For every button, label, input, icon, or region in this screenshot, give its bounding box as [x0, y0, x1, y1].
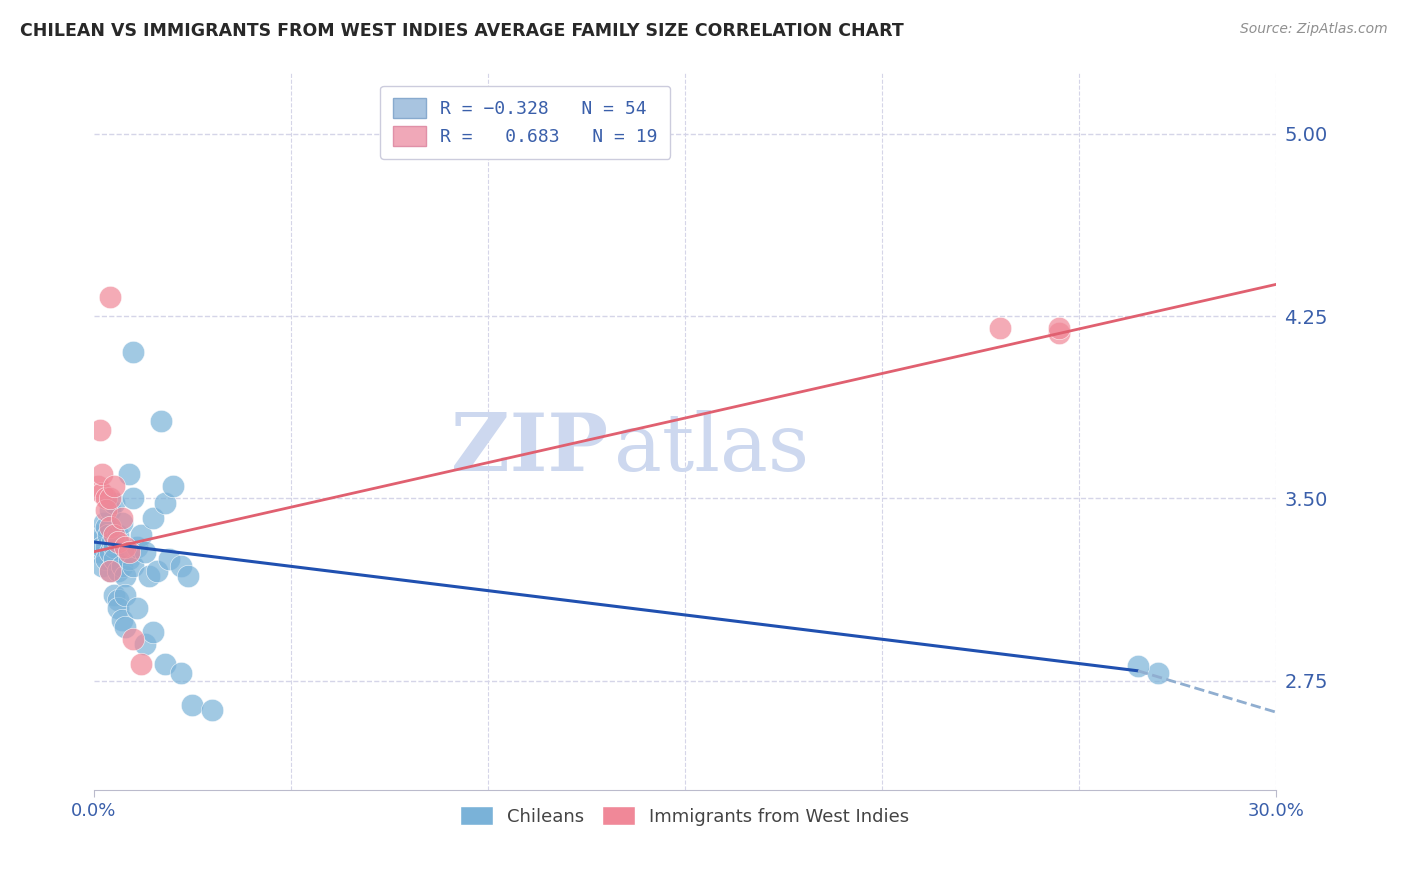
- Point: [153, 496, 176, 510]
- Point: [110, 510, 132, 524]
- Point: [127, 600, 149, 615]
- Point: [107, 564, 129, 578]
- Point: [114, 540, 136, 554]
- Point: [114, 589, 136, 603]
- Point: [107, 527, 129, 541]
- Point: [118, 552, 141, 566]
- Point: [107, 600, 129, 615]
- Point: [181, 698, 204, 712]
- Point: [1047, 321, 1070, 335]
- Point: [98, 564, 121, 578]
- Point: [90, 559, 112, 574]
- Point: [118, 545, 141, 559]
- Point: [94, 491, 117, 506]
- Point: [110, 613, 132, 627]
- Point: [134, 545, 156, 559]
- Point: [129, 657, 152, 671]
- Point: [98, 503, 121, 517]
- Point: [122, 632, 145, 647]
- Point: [169, 559, 191, 574]
- Point: [138, 569, 160, 583]
- Point: [146, 564, 169, 578]
- Point: [142, 624, 165, 639]
- Point: [107, 593, 129, 607]
- Point: [100, 535, 122, 549]
- Point: [127, 540, 149, 554]
- Point: [129, 527, 152, 541]
- Text: Source: ZipAtlas.com: Source: ZipAtlas.com: [1240, 22, 1388, 37]
- Point: [149, 413, 172, 427]
- Point: [114, 620, 136, 634]
- Point: [122, 345, 145, 359]
- Point: [1047, 326, 1070, 340]
- Point: [94, 540, 117, 554]
- Point: [90, 486, 112, 500]
- Point: [87, 479, 110, 493]
- Point: [103, 496, 125, 510]
- Point: [162, 479, 184, 493]
- Point: [122, 491, 145, 506]
- Point: [97, 527, 120, 541]
- Text: ZIP: ZIP: [451, 410, 607, 489]
- Point: [134, 637, 156, 651]
- Point: [87, 535, 110, 549]
- Point: [98, 289, 121, 303]
- Point: [157, 552, 180, 566]
- Point: [98, 520, 121, 534]
- Point: [107, 535, 129, 549]
- Point: [87, 545, 110, 559]
- Point: [201, 703, 224, 717]
- Point: [142, 510, 165, 524]
- Point: [110, 559, 132, 574]
- Point: [114, 569, 136, 583]
- Legend: Chileans, Immigrants from West Indies: Chileans, Immigrants from West Indies: [451, 797, 918, 835]
- Point: [103, 540, 125, 554]
- Point: [94, 552, 117, 566]
- Point: [89, 527, 111, 541]
- Text: CHILEAN VS IMMIGRANTS FROM WEST INDIES AVERAGE FAMILY SIZE CORRELATION CHART: CHILEAN VS IMMIGRANTS FROM WEST INDIES A…: [20, 22, 904, 40]
- Point: [94, 503, 117, 517]
- Point: [94, 520, 117, 534]
- Point: [103, 527, 125, 541]
- Point: [103, 589, 125, 603]
- Point: [89, 423, 111, 437]
- Point: [90, 540, 112, 554]
- Point: [153, 657, 176, 671]
- Point: [177, 569, 200, 583]
- Point: [118, 467, 141, 481]
- Point: [98, 491, 121, 506]
- Point: [103, 552, 125, 566]
- Point: [110, 516, 132, 530]
- Point: [1126, 659, 1149, 673]
- Text: atlas: atlas: [614, 410, 808, 489]
- Point: [988, 321, 1011, 335]
- Point: [90, 467, 112, 481]
- Point: [98, 545, 121, 559]
- Point: [169, 666, 191, 681]
- Point: [122, 559, 145, 574]
- Point: [103, 479, 125, 493]
- Point: [1146, 666, 1168, 681]
- Point: [93, 516, 115, 530]
- Point: [98, 564, 121, 578]
